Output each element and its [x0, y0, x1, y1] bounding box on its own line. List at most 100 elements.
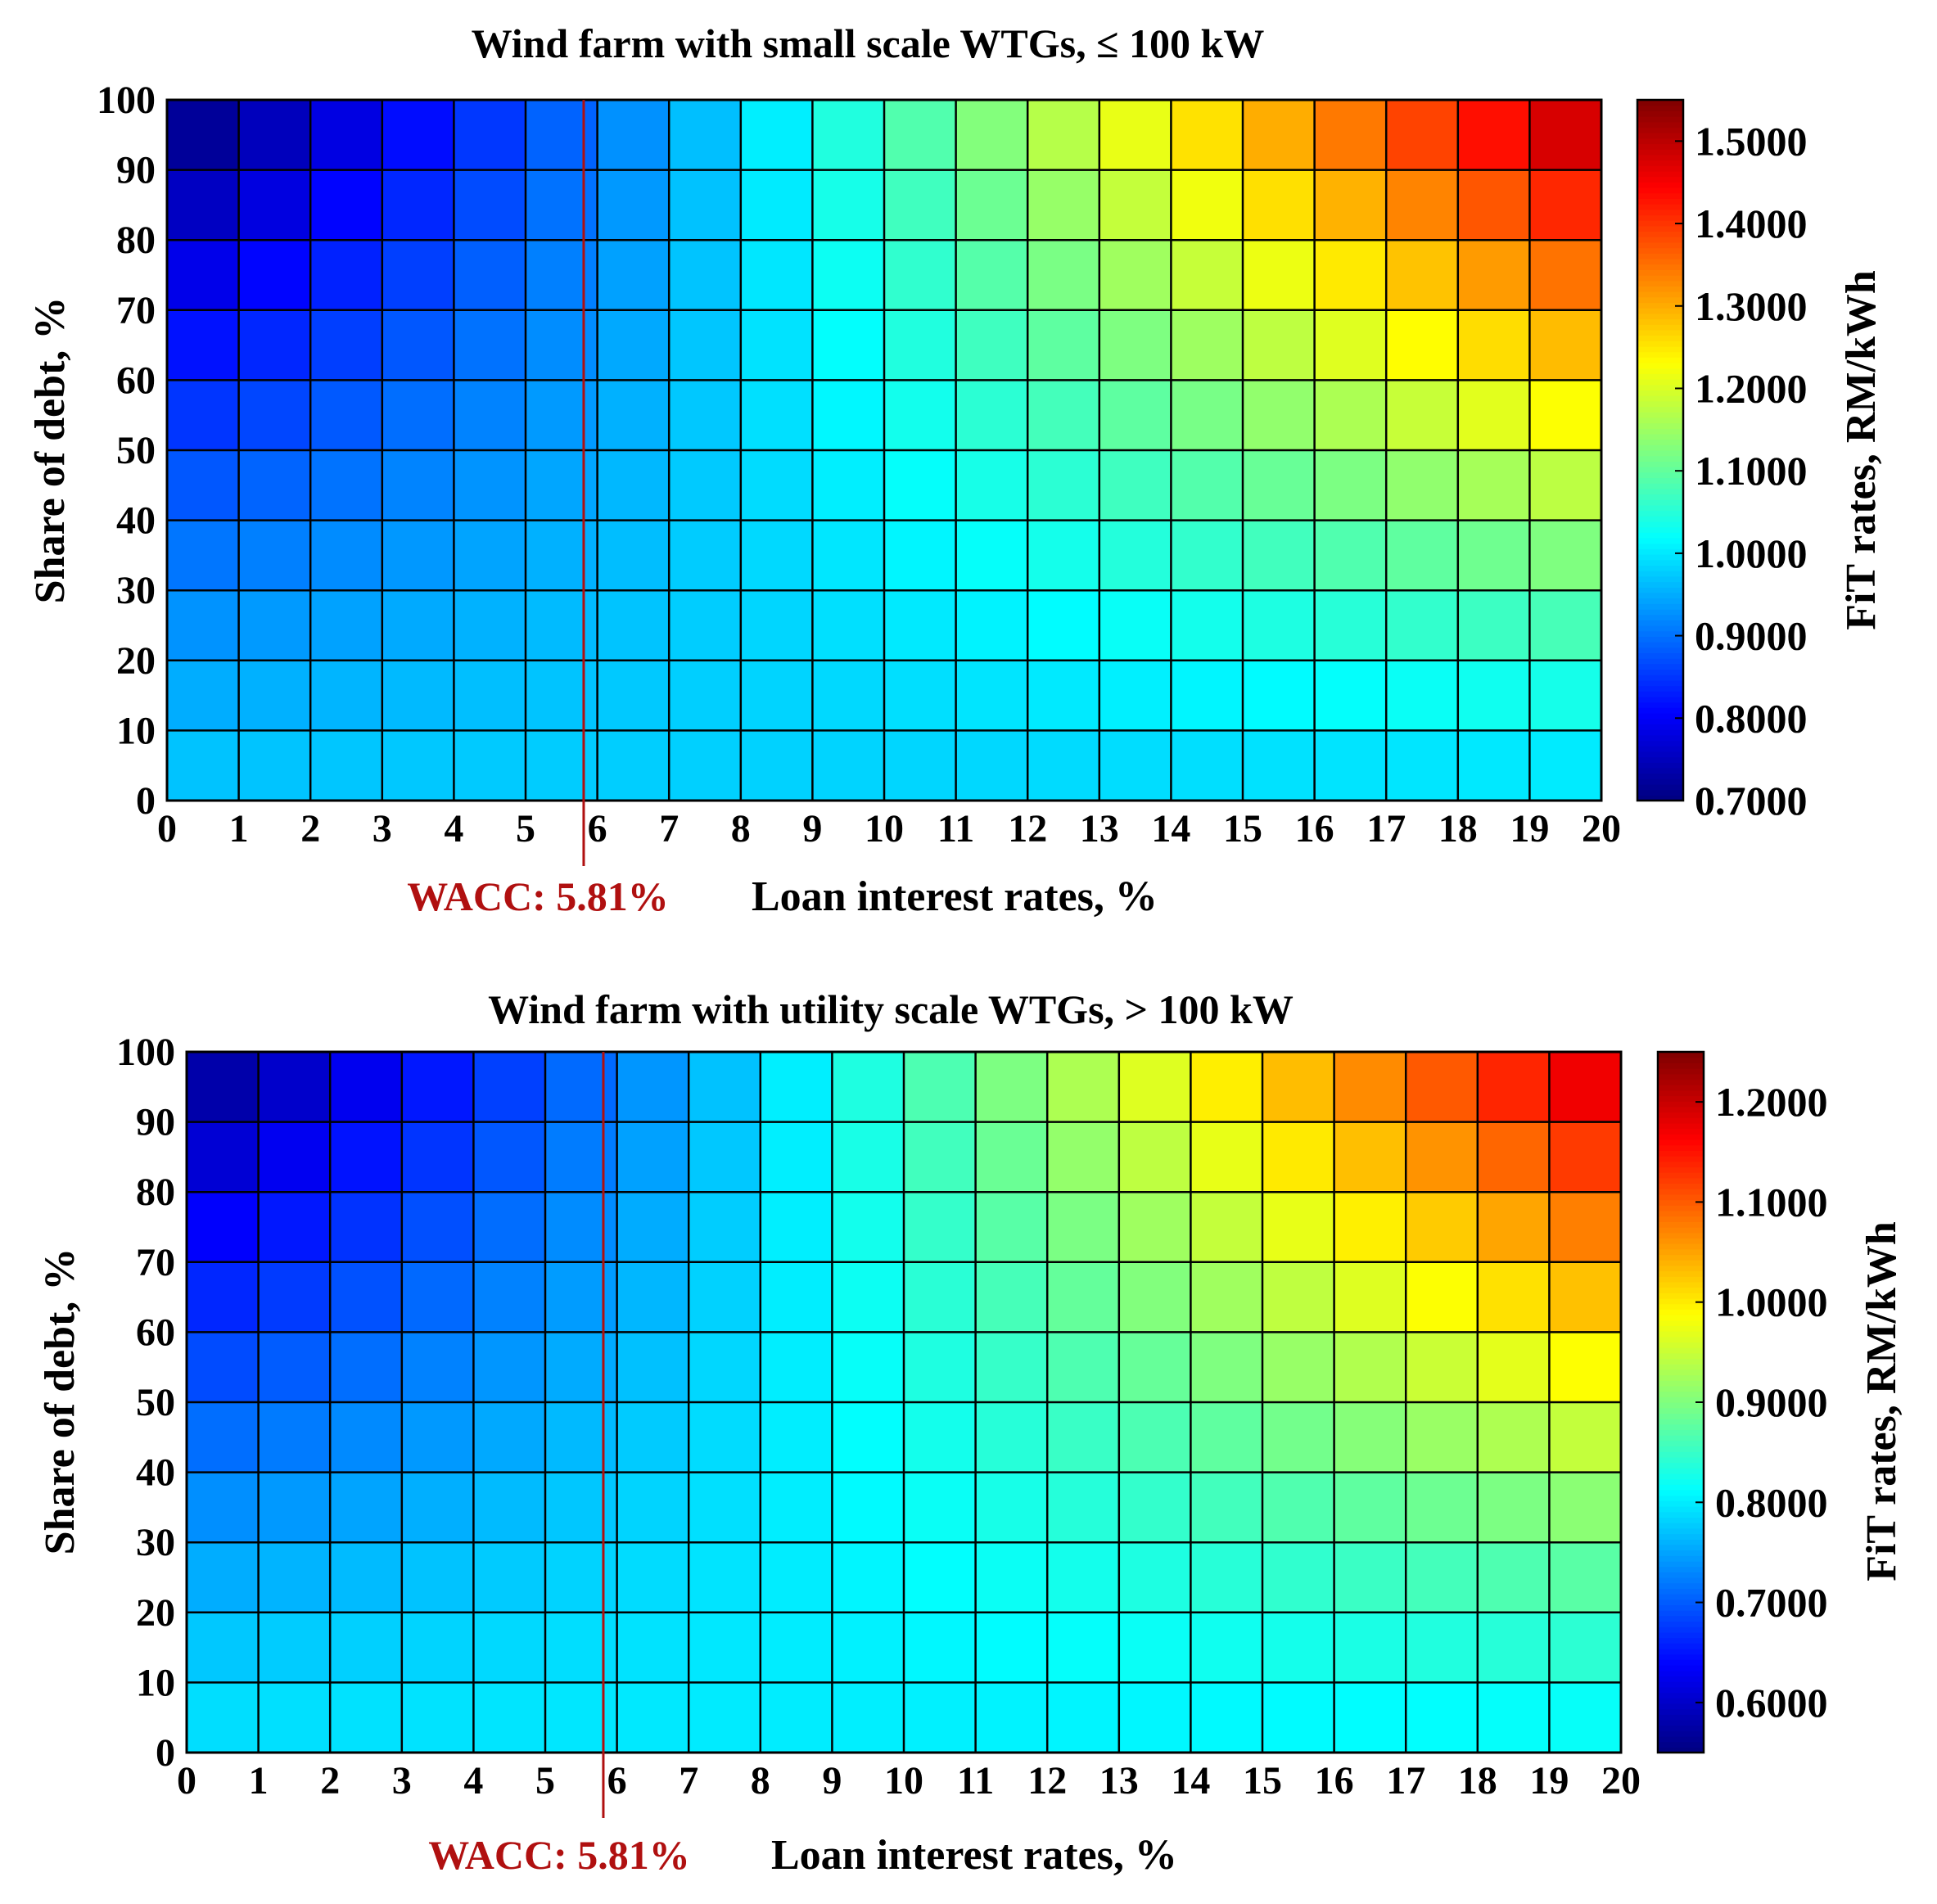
- colorbar-segment: [1658, 1533, 1704, 1540]
- colorbar-segment: [1637, 296, 1683, 304]
- heatmap-cell: [1262, 1542, 1335, 1613]
- heatmap-cell: [1118, 1261, 1191, 1333]
- y-tick-label: 70: [116, 289, 156, 332]
- colorbar-segment: [1637, 368, 1683, 374]
- x-tick-label: 19: [1529, 1759, 1569, 1802]
- colorbar-segment: [1637, 280, 1683, 287]
- colorbar-segment: [1658, 1068, 1704, 1075]
- x-tick-label: 7: [679, 1759, 698, 1802]
- heatmap-cell: [884, 450, 957, 521]
- heatmap-cell: [1027, 100, 1100, 171]
- heatmap-cell: [1386, 450, 1459, 521]
- heatmap-cell: [904, 1332, 977, 1403]
- heatmap-cell: [812, 380, 885, 451]
- chart-title: Wind farm with utility scale WTGs, > 100…: [488, 986, 1294, 1032]
- heatmap-cell: [526, 520, 598, 591]
- heatmap-panel-utility-scale: Wind farm with utility scale WTGs, > 100…: [37, 986, 1905, 1879]
- colorbar-segment: [1658, 1325, 1704, 1332]
- heatmap-cell: [1262, 1332, 1335, 1403]
- colorbar-segment: [1637, 313, 1683, 320]
- heatmap-cell: [1099, 309, 1172, 381]
- heatmap-cell: [167, 590, 240, 661]
- colorbar-segment: [1637, 724, 1683, 730]
- colorbar-segment: [1658, 1216, 1704, 1222]
- colorbar-segment: [1637, 581, 1683, 588]
- heatmap-cell: [1262, 1612, 1335, 1683]
- colorbar-segment: [1658, 1539, 1704, 1545]
- colorbar-segment: [1637, 734, 1683, 742]
- heatmap-cell: [1477, 1682, 1550, 1753]
- heatmap-cell: [1334, 1402, 1406, 1473]
- x-tick-label: 15: [1223, 807, 1262, 850]
- heatmap-cell: [1027, 309, 1100, 381]
- colorbar-segment: [1658, 1495, 1704, 1501]
- colorbar-segment: [1637, 565, 1683, 571]
- heatmap-cell: [1027, 660, 1100, 731]
- colorbar-segment: [1658, 1095, 1704, 1102]
- colorbar-segment: [1658, 1484, 1704, 1491]
- heatmap-cell: [526, 309, 598, 381]
- heatmap-cell: [760, 1332, 833, 1403]
- heatmap-cell: [545, 1332, 618, 1403]
- heatmap-cell: [1406, 1121, 1479, 1193]
- heatmap-cell: [1334, 1261, 1406, 1333]
- heatmap-cell: [1099, 590, 1172, 661]
- heatmap-cell: [167, 520, 240, 591]
- heatmap-cell: [616, 1612, 689, 1683]
- colorbar-segment: [1637, 269, 1683, 276]
- heatmap-cell: [1047, 1121, 1120, 1193]
- y-axis-label: Share of debt, %: [27, 297, 74, 604]
- heatmap-cell: [310, 309, 383, 381]
- heatmap-cell: [1386, 730, 1459, 801]
- colorbar-segment: [1658, 1703, 1704, 1710]
- heatmap-grid: [167, 100, 1601, 801]
- heatmap-cell: [1171, 309, 1244, 381]
- heatmap-cell: [740, 100, 813, 171]
- heatmap-cell: [1314, 100, 1387, 171]
- colorbar-segment: [1637, 241, 1683, 249]
- heatmap-cell: [904, 1402, 977, 1473]
- heatmap-cell: [545, 1472, 618, 1543]
- heatmap-cell: [1262, 1472, 1335, 1543]
- heatmap-cell: [1334, 1332, 1406, 1403]
- heatmap-cell: [689, 1052, 761, 1123]
- heatmap-cell: [1549, 1332, 1622, 1403]
- colorbar-segment: [1658, 1297, 1704, 1305]
- heatmap-cell: [545, 1192, 618, 1263]
- heatmap-cell: [545, 1682, 618, 1753]
- x-tick-label: 15: [1243, 1759, 1282, 1802]
- colorbar-segment: [1637, 149, 1683, 156]
- colorbar-segment: [1637, 652, 1683, 659]
- y-tick-label: 30: [136, 1521, 175, 1564]
- heatmap-cell: [975, 1192, 1048, 1263]
- x-tick-label: 2: [300, 807, 320, 850]
- colorbar-segment: [1658, 1659, 1704, 1666]
- colorbar-segment: [1637, 516, 1683, 522]
- heatmap-cell: [812, 309, 885, 381]
- heatmap-cell: [454, 450, 526, 521]
- heatmap-cell: [526, 240, 598, 311]
- colorbar-segment: [1637, 636, 1683, 643]
- heatmap-cell: [545, 1052, 618, 1123]
- y-tick-label: 80: [116, 219, 156, 262]
- colorbar-segment: [1658, 1419, 1704, 1425]
- heatmap-cell: [1027, 730, 1100, 801]
- heatmap-cell: [473, 1402, 546, 1473]
- heatmap-cell: [904, 1052, 977, 1123]
- colorbar-segment: [1658, 1248, 1704, 1256]
- heatmap-cell: [187, 1612, 260, 1683]
- heatmap-cell: [1262, 1682, 1335, 1753]
- heatmap-cell: [238, 450, 311, 521]
- heatmap-cell: [1457, 730, 1530, 801]
- colorbar-segment: [1637, 663, 1683, 670]
- heatmap-cell: [454, 169, 526, 241]
- heatmap-cell: [597, 380, 670, 451]
- colorbar-segment: [1637, 363, 1683, 369]
- colorbar-segment: [1637, 488, 1683, 495]
- colorbar-segment: [1637, 778, 1683, 785]
- colorbar-segment: [1658, 1627, 1704, 1633]
- heatmap-cell: [238, 590, 311, 661]
- colorbar-segment: [1658, 1423, 1704, 1431]
- heatmap-cell: [740, 309, 813, 381]
- heatmap-cell: [1047, 1542, 1120, 1613]
